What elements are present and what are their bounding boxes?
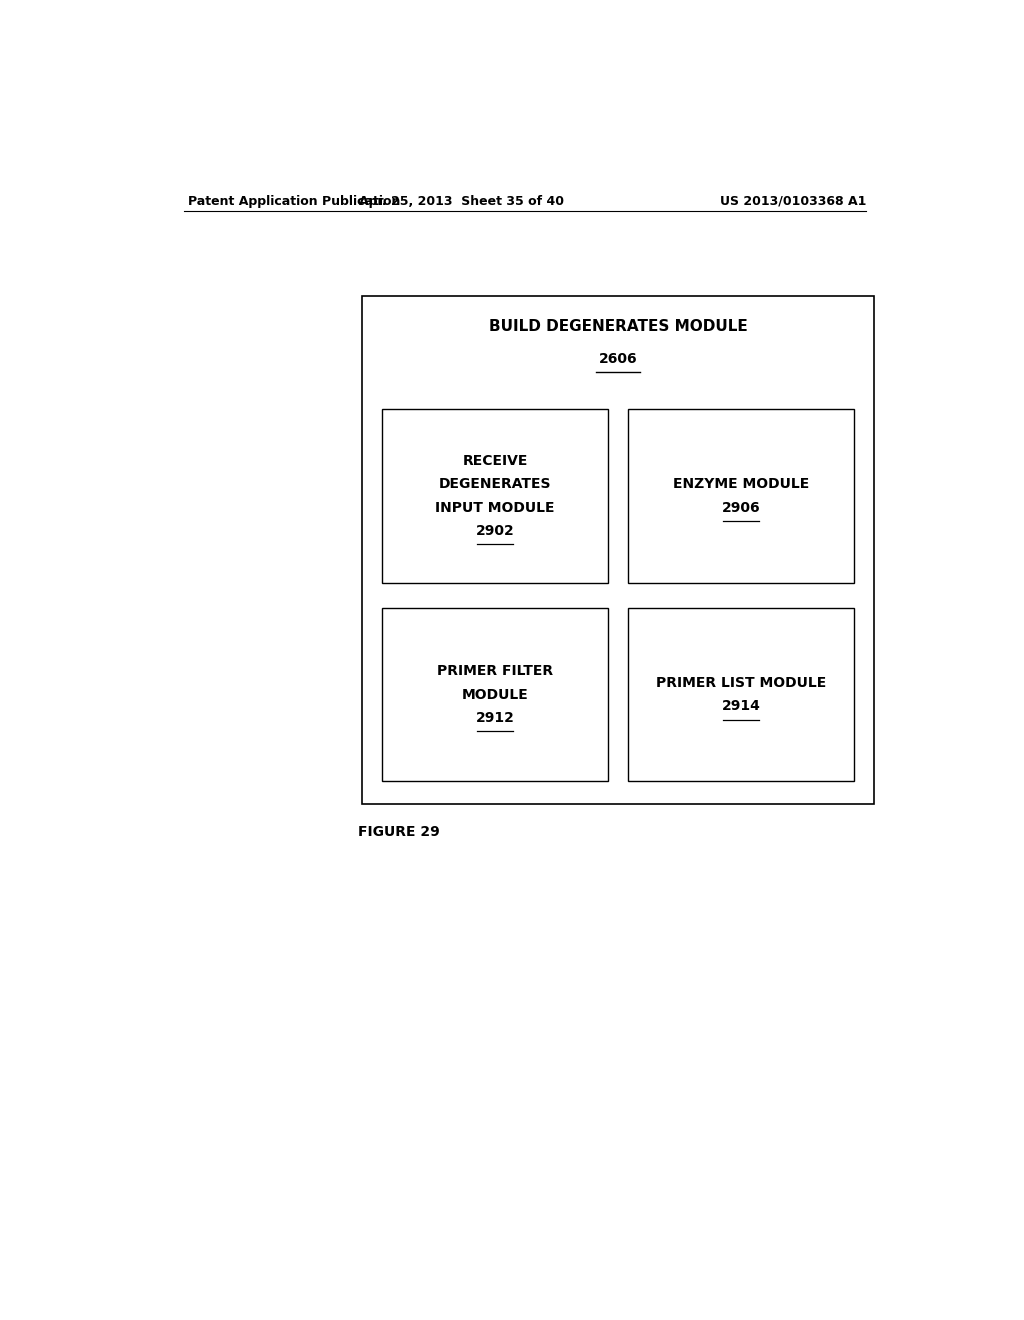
Text: 2902: 2902 <box>476 524 514 539</box>
Bar <box>382 609 608 781</box>
Text: DEGENERATES: DEGENERATES <box>439 478 551 491</box>
Text: 2914: 2914 <box>722 700 761 714</box>
Text: Apr. 25, 2013  Sheet 35 of 40: Apr. 25, 2013 Sheet 35 of 40 <box>358 194 564 207</box>
Bar <box>382 409 608 582</box>
Text: PRIMER FILTER: PRIMER FILTER <box>437 664 553 678</box>
Text: 2906: 2906 <box>722 500 761 515</box>
Text: RECEIVE: RECEIVE <box>463 454 527 469</box>
Text: FIGURE 29: FIGURE 29 <box>358 825 440 840</box>
Text: Patent Application Publication: Patent Application Publication <box>187 194 400 207</box>
Text: 2912: 2912 <box>475 711 514 725</box>
Bar <box>362 296 873 804</box>
Text: ENZYME MODULE: ENZYME MODULE <box>673 478 809 491</box>
Bar <box>628 609 854 781</box>
Text: PRIMER LIST MODULE: PRIMER LIST MODULE <box>656 676 826 690</box>
Text: BUILD DEGENERATES MODULE: BUILD DEGENERATES MODULE <box>488 318 748 334</box>
Text: US 2013/0103368 A1: US 2013/0103368 A1 <box>720 194 866 207</box>
Text: INPUT MODULE: INPUT MODULE <box>435 500 555 515</box>
Bar <box>628 409 854 582</box>
Text: MODULE: MODULE <box>462 688 528 702</box>
Text: 2606: 2606 <box>599 351 637 366</box>
